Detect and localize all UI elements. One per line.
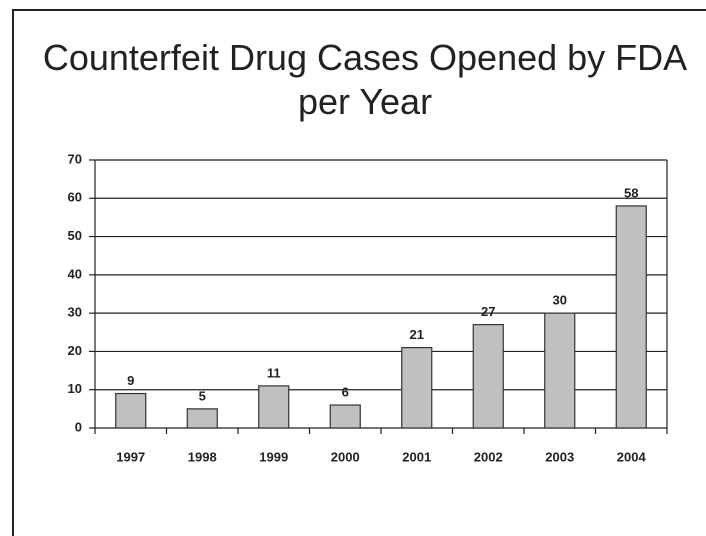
bar (544, 312, 576, 429)
bar (615, 205, 647, 429)
bar (329, 404, 361, 429)
x-tick-label: 2001 (402, 449, 431, 464)
x-tick-label: 1999 (259, 449, 288, 464)
bar (401, 347, 433, 429)
x-tick-label: 2004 (617, 449, 647, 464)
data-label: 30 (553, 293, 567, 308)
x-tick-label: 2000 (331, 449, 360, 464)
data-label: 21 (410, 327, 424, 342)
slide-frame (12, 9, 706, 536)
y-tick-label: 40 (68, 266, 82, 281)
chart-title: Counterfeit Drug Cases Opened by FDA per… (42, 37, 688, 122)
x-tick-label: 2002 (474, 449, 503, 464)
bar (472, 324, 504, 429)
x-tick-label: 2003 (545, 449, 574, 464)
y-tick-label: 0 (75, 419, 82, 434)
data-label: 9 (127, 373, 134, 388)
data-label: 27 (481, 304, 495, 319)
y-tick-label: 10 (68, 381, 82, 396)
y-tick-label: 20 (68, 343, 82, 358)
x-tick-label: 1998 (188, 449, 217, 464)
y-tick-label: 50 (68, 228, 82, 243)
bar (258, 385, 290, 429)
data-label: 6 (342, 384, 349, 399)
y-tick-label: 30 (68, 305, 82, 320)
bar (115, 392, 147, 429)
data-label: 5 (199, 388, 206, 403)
x-tick-label: 1997 (116, 449, 145, 464)
y-tick-label: 70 (68, 151, 82, 166)
data-label: 58 (624, 185, 638, 200)
bar (186, 408, 218, 429)
data-label: 11 (267, 365, 281, 380)
y-tick-label: 60 (68, 190, 82, 205)
